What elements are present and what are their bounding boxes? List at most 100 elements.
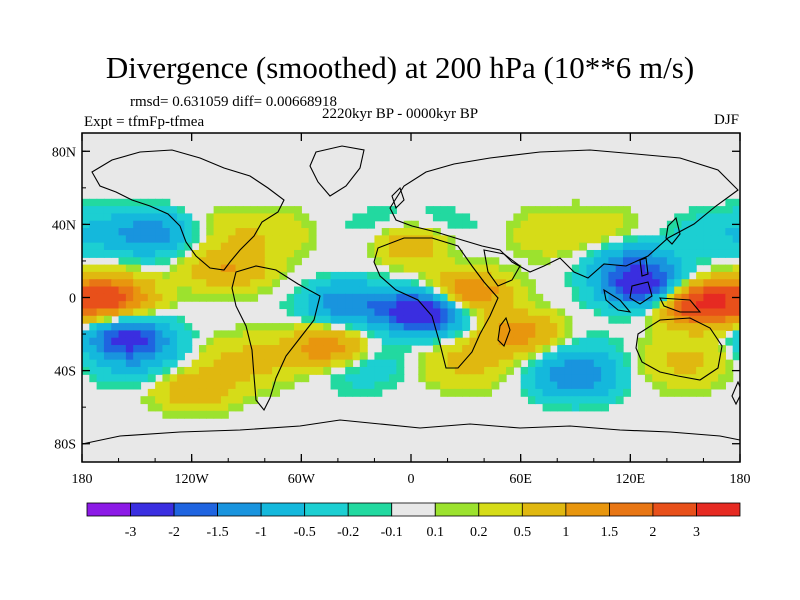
field-cell [155, 359, 164, 368]
field-cell [396, 366, 405, 375]
field-cell [674, 388, 683, 397]
field-cell [228, 249, 237, 258]
field-cell [330, 352, 339, 361]
field-cell [447, 315, 456, 324]
field-cell [659, 249, 668, 258]
field-cell [520, 315, 529, 324]
field-cell [111, 220, 120, 229]
field-cell [294, 242, 302, 251]
field-cell [696, 257, 705, 266]
field-cell [184, 235, 193, 244]
field-cell [191, 366, 200, 375]
field-cell [133, 228, 142, 236]
field-cell [688, 257, 697, 266]
field-cell [155, 388, 164, 397]
field-cell [535, 228, 544, 236]
field-cell [228, 388, 237, 397]
field-cell [294, 366, 302, 375]
field-cell [608, 308, 617, 317]
field-cell [294, 220, 302, 229]
lon-tick-label: 0 [408, 472, 415, 487]
field-cell [718, 315, 726, 324]
field-cell [235, 337, 244, 346]
field-cell [242, 242, 251, 251]
field-cell [652, 242, 661, 251]
field-cell [89, 279, 98, 288]
field-cell [454, 213, 463, 222]
field-cell [571, 359, 580, 368]
field-cell [147, 213, 156, 222]
field-cell [286, 359, 295, 368]
field-cell [462, 301, 471, 310]
field-cell [250, 352, 259, 361]
field-cell [623, 381, 631, 390]
field-cell [586, 293, 595, 302]
field-cell [725, 308, 734, 317]
field-cell [710, 213, 719, 222]
field-cell [250, 345, 259, 353]
field-cell [82, 345, 90, 353]
field-cell [198, 286, 207, 295]
field-cell [418, 337, 427, 346]
field-cell [630, 257, 639, 266]
field-cell [315, 345, 324, 353]
field-cell [198, 359, 207, 368]
field-cell [623, 235, 631, 244]
field-cell [608, 345, 617, 353]
field-cell [191, 271, 200, 280]
field-cell [96, 249, 105, 258]
field-cell [542, 359, 551, 368]
field-cell [411, 220, 419, 229]
field-cell [133, 198, 142, 207]
field-cell [396, 337, 405, 346]
field-cell [710, 315, 719, 324]
field-cell [703, 249, 712, 258]
field-cell [674, 359, 683, 368]
field-cell [89, 213, 98, 222]
field-cell [447, 242, 456, 251]
field-cell [89, 206, 98, 215]
field-cell [674, 235, 683, 244]
field-cell [571, 388, 580, 397]
field-cell [162, 374, 171, 383]
field-cell [177, 410, 185, 419]
field-cell [367, 213, 376, 222]
field-cell [411, 286, 419, 295]
field-cell [264, 249, 273, 258]
field-cell [345, 337, 354, 346]
field-cell [520, 242, 529, 251]
field-cell [666, 286, 675, 295]
field-cell [447, 308, 456, 317]
field-cell [513, 352, 522, 361]
field-cell [447, 374, 456, 383]
field-cell [396, 330, 405, 339]
field-cell [586, 279, 595, 288]
field-cell [425, 293, 434, 302]
field-cell [286, 235, 295, 244]
field-cell [125, 381, 134, 390]
field-cell [184, 242, 193, 251]
field-cell [564, 403, 573, 412]
field-cell [374, 242, 383, 251]
field-cell [111, 264, 120, 273]
field-cell [732, 206, 740, 215]
field-cell [213, 381, 222, 390]
field-cell [396, 352, 405, 361]
field-cell [520, 374, 529, 383]
field-cell [732, 198, 740, 207]
field-cell [484, 301, 493, 310]
field-cell [162, 345, 171, 353]
field-cell [696, 359, 705, 368]
field-cell [593, 264, 602, 273]
field-cell [476, 257, 485, 266]
field-cell [725, 279, 734, 288]
field-cell [440, 279, 449, 288]
field-cell [469, 301, 478, 310]
field-cell [491, 330, 500, 339]
field-cell [396, 249, 405, 258]
field-cell [301, 374, 310, 383]
field-cell [206, 249, 215, 258]
field-cell [279, 374, 288, 383]
field-cell [389, 235, 397, 244]
field-cell [615, 271, 624, 280]
